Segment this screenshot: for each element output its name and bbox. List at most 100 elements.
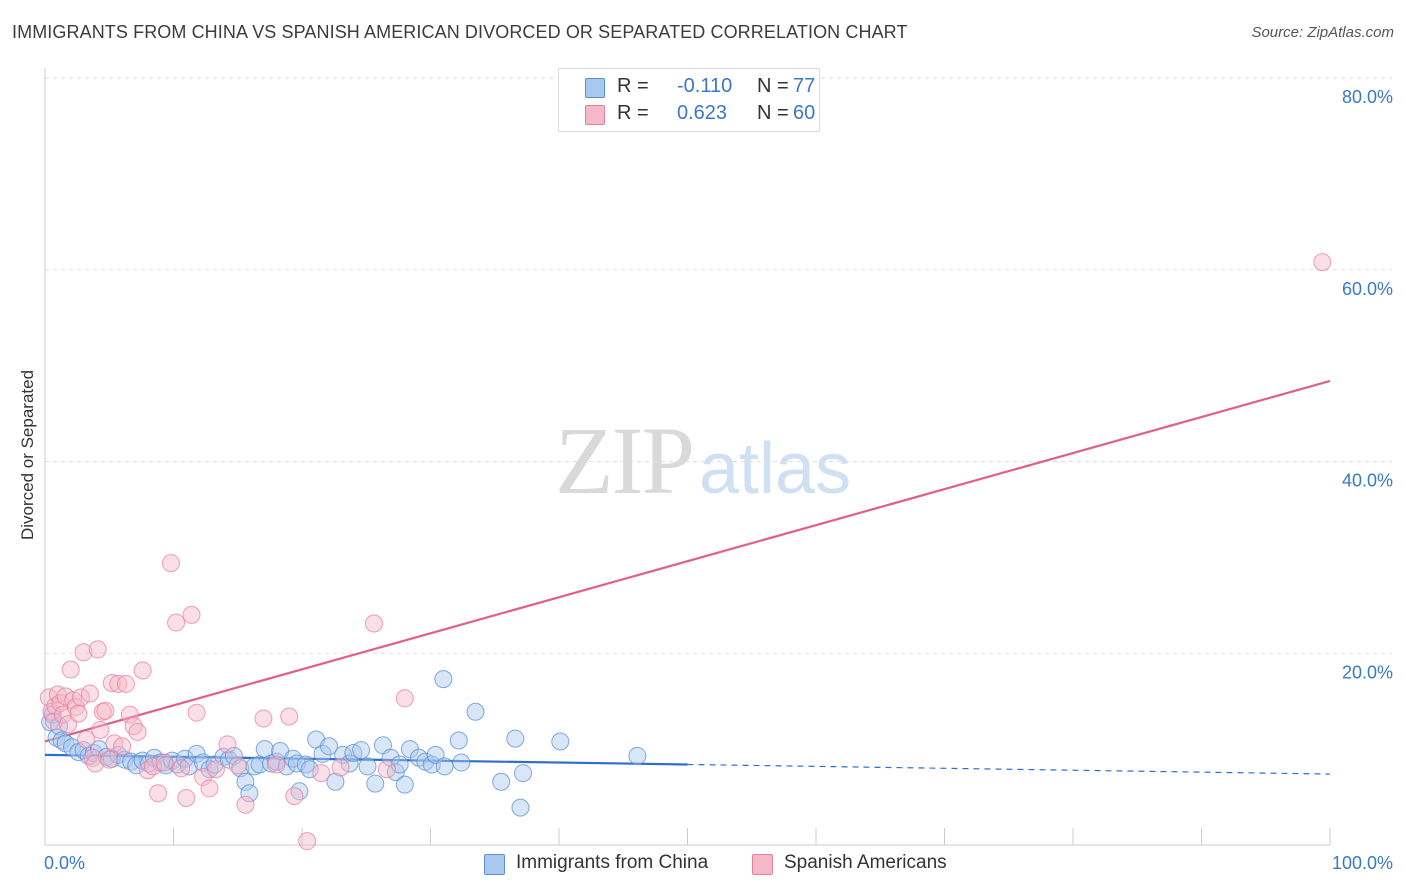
stats-box: R = -0.110 N = 77 R = 0.623 N = 60 — [558, 68, 820, 132]
data-point-immigrants-china — [300, 760, 319, 779]
trend-layer — [44, 379, 1331, 775]
trendline-spanish-americans — [44, 379, 1331, 743]
data-point-immigrants-china — [74, 741, 93, 760]
data-point-spanish-americans — [331, 758, 350, 777]
data-point-immigrants-china — [326, 772, 345, 791]
data-point-immigrants-china — [366, 774, 385, 793]
data-point-spanish-americans — [109, 674, 128, 693]
data-point-immigrants-china — [514, 764, 533, 783]
grid-layer — [45, 77, 1392, 654]
data-point-spanish-americans — [96, 701, 115, 720]
data-point-spanish-americans — [377, 760, 396, 779]
data-point-spanish-americans — [113, 737, 132, 756]
data-point-spanish-americans — [167, 613, 186, 632]
data-point-immigrants-china — [492, 772, 511, 791]
data-point-spanish-americans — [280, 707, 299, 726]
data-point-immigrants-china — [551, 732, 570, 751]
data-point-spanish-americans — [91, 720, 110, 739]
legend-swatch-china — [484, 854, 505, 875]
data-point-spanish-americans — [161, 554, 180, 573]
data-point-immigrants-china — [319, 737, 338, 756]
stats-n-value: 77 — [793, 75, 816, 97]
stats-r-value: -0.110 — [677, 75, 733, 97]
data-point-spanish-americans — [44, 712, 63, 731]
data-point-immigrants-china — [395, 775, 414, 794]
data-point-spanish-americans — [71, 688, 90, 707]
data-point-immigrants-china — [231, 759, 250, 778]
data-point-spanish-americans — [149, 784, 168, 803]
data-point-spanish-americans — [77, 730, 96, 749]
data-point-spanish-americans — [218, 735, 237, 754]
source-label: Source: ZipAtlas.com — [1251, 24, 1394, 41]
data-point-spanish-americans — [236, 795, 255, 814]
data-point-immigrants-china — [435, 757, 454, 776]
tick-layer: 20.0% 40.0% 60.0% 80.0% 0.0% 100.0% — [44, 87, 1393, 873]
data-point-immigrants-china — [506, 729, 525, 748]
data-point-immigrants-china — [449, 731, 468, 750]
data-point-spanish-americans — [74, 643, 93, 662]
stats-r-label: R = — [617, 102, 649, 124]
data-point-spanish-americans — [120, 705, 139, 724]
data-point-spanish-americans — [254, 709, 273, 728]
data-point-spanish-americans — [187, 703, 206, 722]
y-tick-label: 80.0% — [1342, 87, 1393, 107]
y-tick-label: 20.0% — [1342, 662, 1393, 682]
stats-swatch-spanish — [585, 105, 605, 125]
stats-r-value: 0.623 — [677, 102, 728, 124]
data-point-spanish-americans — [100, 750, 119, 769]
trendline-immigrants-china-projection — [687, 763, 1331, 775]
data-point-spanish-americans — [86, 754, 105, 773]
data-point-spanish-americans — [285, 787, 304, 806]
data-point-spanish-americans — [133, 661, 152, 680]
axis-layer — [44, 68, 1331, 846]
x-tick-label: 100.0% — [1332, 853, 1393, 873]
legend-label-china: Immigrants from China — [516, 852, 709, 873]
stats-r-label: R = — [617, 75, 649, 97]
data-point-spanish-americans — [182, 605, 201, 624]
data-point-spanish-americans — [228, 756, 247, 775]
data-point-spanish-americans — [1313, 253, 1332, 272]
stats-n-value: 60 — [793, 102, 816, 124]
data-point-immigrants-china — [200, 760, 219, 779]
data-point-spanish-americans — [267, 755, 286, 774]
data-point-spanish-americans — [80, 684, 99, 703]
data-point-immigrants-china — [240, 784, 259, 803]
data-point-spanish-americans — [206, 760, 225, 779]
data-point-spanish-americans — [88, 640, 107, 659]
data-point-immigrants-china — [434, 670, 453, 689]
data-point-spanish-americans — [364, 614, 383, 633]
y-tick-label: 60.0% — [1342, 279, 1393, 299]
data-point-immigrants-china — [352, 741, 371, 760]
data-point-spanish-americans — [61, 660, 80, 679]
data-point-immigrants-china — [381, 748, 400, 767]
y-tick-label: 40.0% — [1342, 471, 1393, 491]
data-point-immigrants-china — [358, 757, 377, 776]
data-point-spanish-americans — [116, 674, 135, 693]
watermark: ZIPatlas — [555, 405, 851, 516]
data-point-spanish-americans — [69, 704, 88, 723]
chart-title: IMMIGRANTS FROM CHINA VS SPANISH AMERICA… — [12, 22, 908, 42]
data-point-spanish-americans — [102, 673, 121, 692]
stats-swatch-china — [585, 78, 605, 98]
data-point-immigrants-china — [628, 746, 647, 765]
watermark-zip: ZIP — [555, 407, 695, 514]
data-point-immigrants-china — [290, 782, 309, 801]
legend-swatch-spanish — [752, 854, 773, 875]
data-point-immigrants-china — [115, 750, 134, 769]
x-tick-label: 0.0% — [44, 853, 85, 873]
data-point-immigrants-china — [466, 702, 485, 721]
data-point-immigrants-china — [50, 717, 69, 736]
data-point-spanish-americans — [172, 759, 191, 778]
data-point-spanish-americans — [177, 789, 196, 808]
trendline-immigrants-china — [44, 753, 688, 766]
data-point-immigrants-china — [511, 798, 530, 817]
data-point-immigrants-china — [452, 753, 471, 772]
data-point-immigrants-china — [313, 744, 332, 763]
data-point-spanish-americans — [312, 764, 331, 783]
data-point-spanish-americans — [298, 832, 317, 851]
data-point-immigrants-china — [340, 754, 359, 773]
watermark-atlas: atlas — [699, 429, 852, 509]
stats-n-label: N = — [757, 102, 789, 124]
data-point-immigrants-china — [236, 772, 255, 791]
